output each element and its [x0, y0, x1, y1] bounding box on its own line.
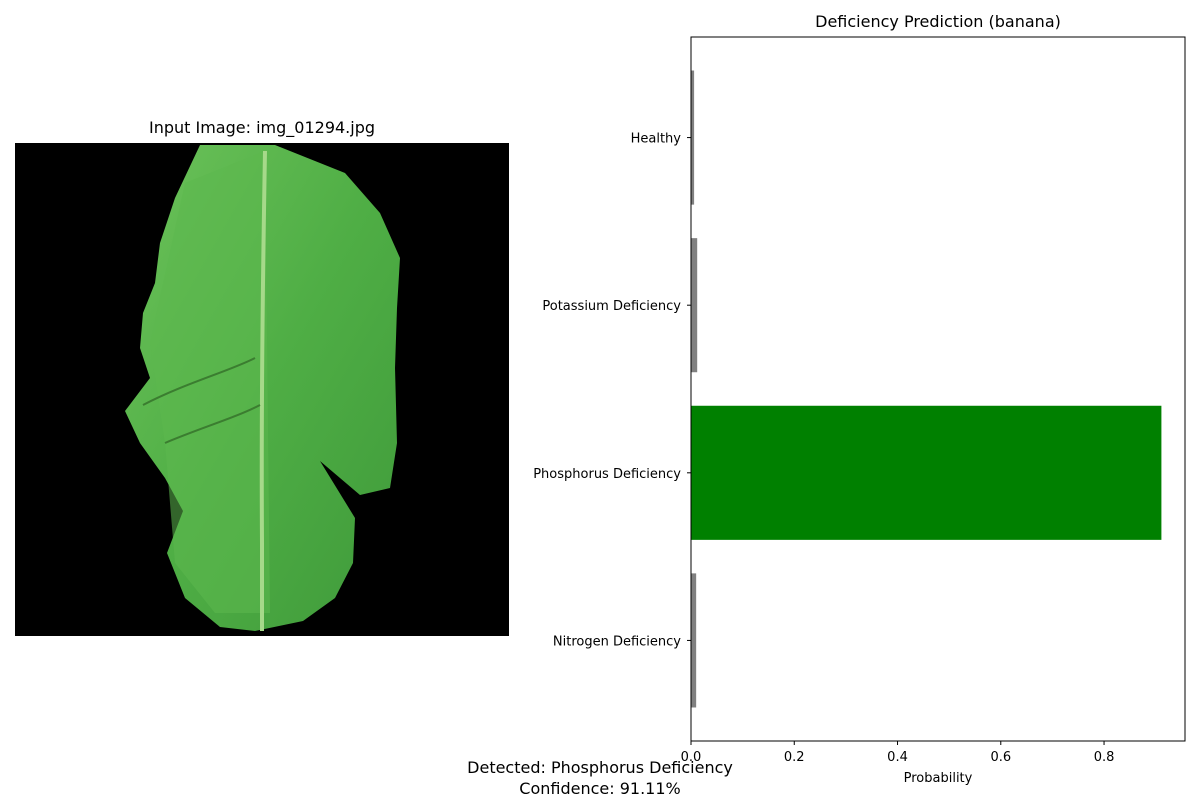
bar-nitrogen-deficiency	[691, 573, 697, 708]
image-panel-title: Input Image: img_01294.jpg	[148, 118, 376, 137]
detected-label: Detected: Phosphorus Deficiency	[467, 758, 733, 777]
bar-healthy	[691, 70, 695, 205]
x-tick-label: 0.8	[1094, 750, 1115, 765]
y-tick-label: Phosphorus Deficiency	[533, 467, 681, 482]
x-tick-label: 0.4	[887, 750, 908, 765]
y-tick-label: Nitrogen Deficiency	[553, 634, 681, 649]
plot-frame	[690, 36, 1186, 742]
y-tick-label: Healthy	[631, 132, 682, 147]
bar-potassium-deficiency	[691, 238, 698, 373]
banana-leaf-photo-icon	[125, 145, 400, 631]
confidence-label: Confidence: 91.11%	[519, 779, 681, 798]
bar-phosphorus-deficiency	[691, 405, 1162, 540]
x-axis-label: Probability	[904, 771, 973, 786]
chart-title: Deficiency Prediction (banana)	[815, 12, 1061, 31]
leaf-image	[15, 143, 509, 636]
x-tick-label: 0.0	[681, 750, 702, 765]
x-tick-label: 0.6	[990, 750, 1011, 765]
y-tick-label: Potassium Deficiency	[542, 299, 681, 314]
x-tick-label: 0.2	[784, 750, 805, 765]
